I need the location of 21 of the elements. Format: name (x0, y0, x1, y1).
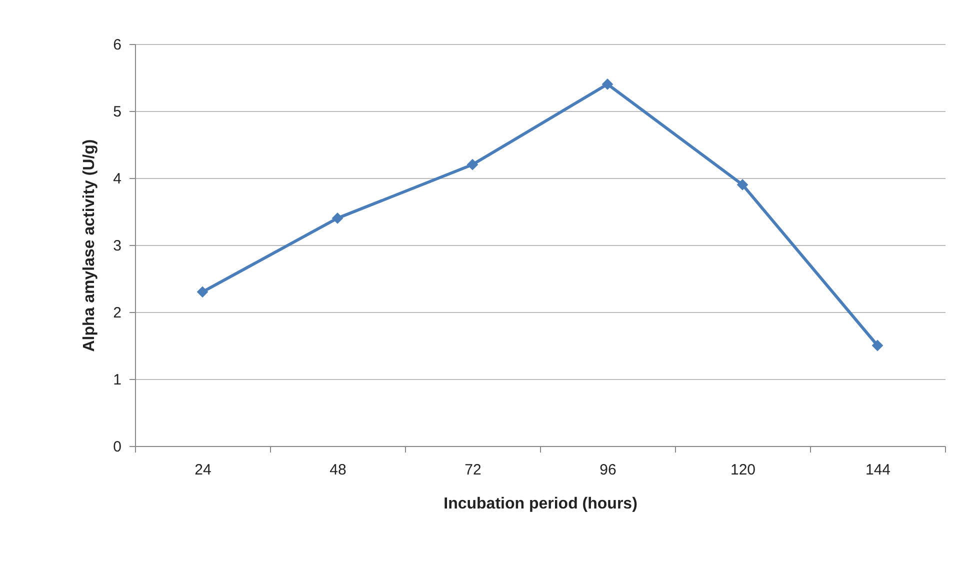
point (872, 340, 884, 352)
point (736, 179, 748, 190)
y-tick-label: 6 (113, 36, 122, 54)
point (602, 78, 614, 90)
x-tick-label: 120 (730, 462, 756, 478)
y-tick-label: 4 (113, 170, 122, 188)
x-tick-label: 72 (464, 462, 482, 478)
point (196, 286, 208, 298)
x-axis-title: Incubation period (hours) (444, 496, 638, 512)
x-tick-label: 144 (865, 462, 891, 478)
point (332, 212, 344, 224)
y-tick-label: 2 (113, 304, 122, 322)
y-tick-label: 3 (113, 238, 122, 254)
y-axis-title: Alpha amylase activity (U/g) (81, 139, 98, 352)
x-tick-label: 48 (330, 462, 346, 478)
y-tick-label: 0 (113, 438, 122, 456)
y-tick-label: 1 (113, 372, 122, 388)
x-tick-label: 96 (600, 462, 616, 478)
y-tick-label: 5 (113, 104, 122, 120)
x-tick-label: 24 (194, 462, 212, 478)
point (466, 158, 478, 170)
